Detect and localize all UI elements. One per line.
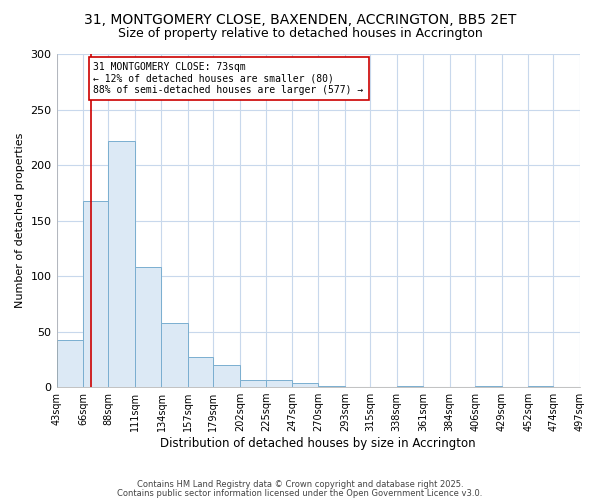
Bar — [475, 386, 502, 387]
Bar — [266, 380, 292, 387]
Bar — [528, 386, 553, 387]
Text: 31 MONTGOMERY CLOSE: 73sqm
← 12% of detached houses are smaller (80)
88% of semi: 31 MONTGOMERY CLOSE: 73sqm ← 12% of deta… — [94, 62, 364, 95]
Text: Contains public sector information licensed under the Open Government Licence v3: Contains public sector information licen… — [118, 488, 482, 498]
Bar — [161, 322, 188, 387]
Bar — [56, 340, 83, 387]
Bar — [397, 386, 423, 387]
Bar — [292, 382, 318, 387]
Bar — [135, 267, 161, 387]
Bar — [188, 357, 214, 387]
Bar — [214, 365, 240, 387]
Bar — [240, 380, 266, 387]
Text: Size of property relative to detached houses in Accrington: Size of property relative to detached ho… — [118, 28, 482, 40]
X-axis label: Distribution of detached houses by size in Accrington: Distribution of detached houses by size … — [160, 437, 476, 450]
Bar — [83, 200, 109, 387]
Bar — [318, 386, 345, 387]
Y-axis label: Number of detached properties: Number of detached properties — [15, 133, 25, 308]
Text: Contains HM Land Registry data © Crown copyright and database right 2025.: Contains HM Land Registry data © Crown c… — [137, 480, 463, 489]
Text: 31, MONTGOMERY CLOSE, BAXENDEN, ACCRINGTON, BB5 2ET: 31, MONTGOMERY CLOSE, BAXENDEN, ACCRINGT… — [84, 12, 516, 26]
Bar — [580, 385, 600, 387]
Bar — [109, 140, 135, 387]
